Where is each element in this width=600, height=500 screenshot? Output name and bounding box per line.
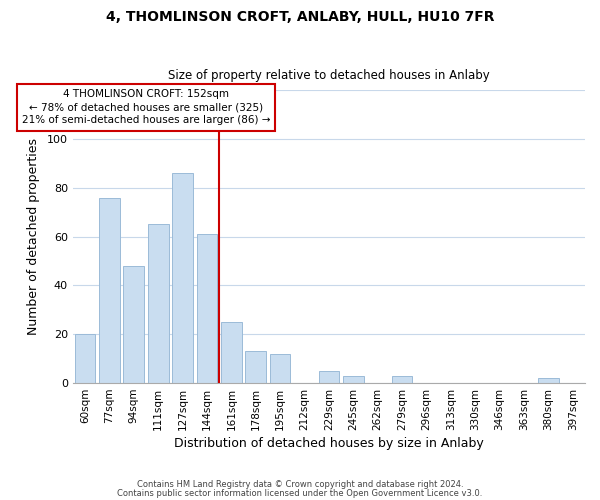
Bar — [99, 198, 120, 383]
Bar — [392, 376, 412, 383]
Text: Contains HM Land Registry data © Crown copyright and database right 2024.: Contains HM Land Registry data © Crown c… — [137, 480, 463, 489]
Bar — [172, 173, 193, 383]
Bar — [74, 334, 95, 383]
Bar — [245, 352, 266, 383]
Y-axis label: Number of detached properties: Number of detached properties — [27, 138, 40, 335]
Bar — [538, 378, 559, 383]
Text: 4 THOMLINSON CROFT: 152sqm
← 78% of detached houses are smaller (325)
21% of sem: 4 THOMLINSON CROFT: 152sqm ← 78% of deta… — [22, 89, 270, 126]
Text: Contains public sector information licensed under the Open Government Licence v3: Contains public sector information licen… — [118, 488, 482, 498]
Bar — [148, 224, 169, 383]
Title: Size of property relative to detached houses in Anlaby: Size of property relative to detached ho… — [168, 69, 490, 82]
Bar — [124, 266, 144, 383]
Bar — [197, 234, 217, 383]
Text: 4, THOMLINSON CROFT, ANLABY, HULL, HU10 7FR: 4, THOMLINSON CROFT, ANLABY, HULL, HU10 … — [106, 10, 494, 24]
X-axis label: Distribution of detached houses by size in Anlaby: Distribution of detached houses by size … — [174, 437, 484, 450]
Bar — [221, 322, 242, 383]
Bar — [319, 371, 339, 383]
Bar — [270, 354, 290, 383]
Bar — [343, 376, 364, 383]
